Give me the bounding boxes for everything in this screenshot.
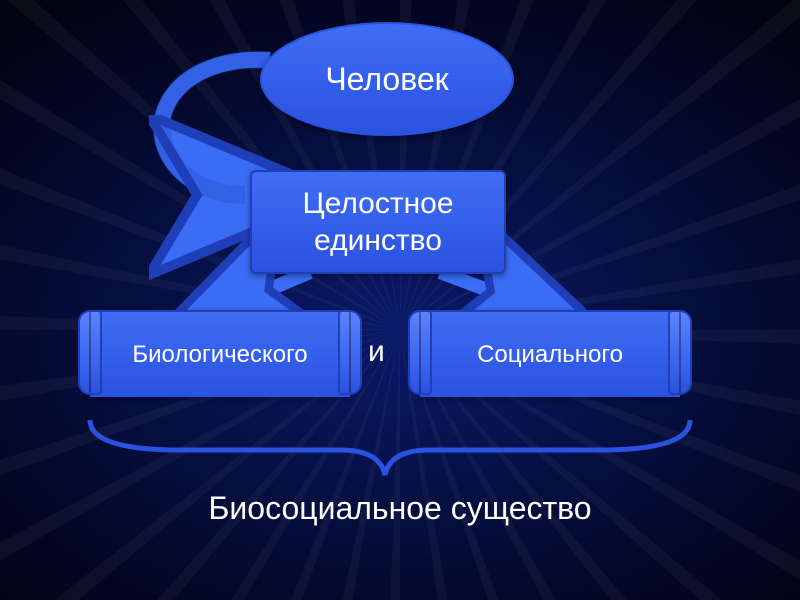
arrow-to-right (440, 272, 530, 306)
node-unity-label: Целостное единство (302, 185, 453, 260)
node-social-label: Социального (477, 341, 623, 369)
node-biological: Биологического (90, 310, 350, 397)
scroll-curl-right (338, 310, 362, 395)
scroll-curl-left (408, 310, 432, 395)
connector-and: и (368, 335, 385, 369)
scroll-curl-left (78, 310, 102, 395)
connector-and-label: и (368, 335, 385, 368)
diagram-stage: Человек Целостное единство Биологическог… (0, 0, 800, 600)
bottom-caption: Биосоциальное существо (180, 490, 620, 527)
arrow-to-left (230, 272, 310, 306)
bottom-caption-label: Биосоциальное существо (208, 490, 591, 526)
node-human: Человек (260, 22, 514, 136)
scroll-curl-right (668, 310, 692, 395)
curly-brace (90, 420, 690, 475)
node-biological-label: Биологического (132, 341, 307, 369)
node-social: Социального (420, 310, 680, 397)
node-unity: Целостное единство (250, 170, 506, 274)
node-human-label: Человек (325, 61, 448, 98)
